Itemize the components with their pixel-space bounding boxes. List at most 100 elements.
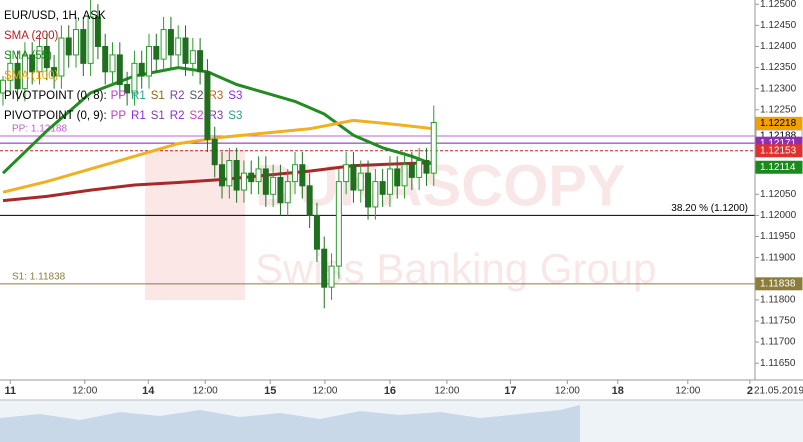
pivot-legend-item: S1	[151, 90, 165, 102]
candle-body	[365, 172, 372, 208]
x-tick-label: 17	[504, 385, 516, 397]
candle-body	[197, 50, 204, 73]
pivot-legend-item: S3	[228, 110, 242, 122]
candle-body	[182, 37, 189, 64]
pivot-legend-item: S2	[190, 90, 204, 102]
price-badge	[755, 116, 803, 130]
pivot-legend-name: PIVOTPOINT (0, 8):	[4, 90, 107, 102]
candle-body	[255, 168, 262, 183]
price-badge-label: 1.12218	[760, 118, 797, 129]
price-badge-label: 1.12188	[760, 131, 797, 142]
navigator-area	[0, 405, 580, 442]
pivot-legend-item: R2	[170, 110, 185, 122]
pivot-legend-item: S1	[151, 110, 165, 122]
candle-body	[131, 62, 138, 94]
y-tick-label: 1.12000	[760, 210, 797, 221]
candle-body	[124, 83, 131, 94]
pivot-legend-item: PP	[111, 90, 127, 102]
candle-body	[102, 45, 109, 73]
legend-entry: SMA (55)	[4, 50, 52, 62]
y-tick-label: 1.12300	[760, 83, 797, 94]
candle-body	[87, 16, 94, 64]
candle-body	[175, 37, 182, 56]
pivot-legend-item: R1	[131, 110, 146, 122]
pivot-legend-item: R3	[209, 90, 224, 102]
candle-body	[116, 54, 123, 85]
y-tick-label: 1.12050	[760, 189, 797, 200]
pivot-legend: PIVOTPOINT (0, 9): PP R1 S1 R2 S2 R3 S3	[4, 110, 242, 122]
x-tick-label: 14	[142, 385, 155, 397]
candle-body	[343, 164, 350, 183]
candle-body	[379, 181, 386, 195]
candle-body	[284, 181, 291, 204]
x-tick-label: 12:00	[72, 386, 97, 397]
watermark-subtext: Swiss Banking Group	[255, 245, 657, 292]
pivot-legend-item: S3	[228, 90, 242, 102]
candle-body	[423, 159, 430, 174]
pivot-legend-item: PP	[111, 110, 127, 122]
date-label: 21.05.2019	[754, 386, 803, 397]
y-tick-label: 1.11900	[760, 252, 796, 263]
price-badge-label: 1.12153	[760, 145, 797, 156]
candle-body	[153, 45, 160, 60]
candle-body	[248, 172, 255, 183]
legend: EUR/USD, 1H, ASK SMA (200) SMA (55) SMA (1…	[4, 10, 242, 122]
candle-body	[270, 176, 277, 195]
legend-title: EUR/USD, 1H, ASK	[4, 10, 106, 22]
candle-body	[416, 159, 423, 178]
level-label: S1: 1.11838	[12, 271, 66, 282]
candle-body	[372, 181, 379, 208]
pivot-legend-item: S2	[190, 110, 204, 122]
sma-line	[1, 66, 435, 175]
candle-body	[14, 62, 21, 90]
y-tick-label: 1.12350	[760, 62, 797, 73]
price-badge	[755, 277, 803, 291]
x-tick-label: 2	[747, 385, 753, 397]
y-tick-label: 1.12250	[760, 104, 797, 115]
x-tick-label: 16	[384, 385, 396, 397]
plot: PP: 1.12188 38.20 % (1.1200) S1: 1.11838	[0, 0, 755, 309]
candle-body	[160, 29, 167, 60]
candle-body	[73, 29, 80, 56]
candle-body	[211, 138, 218, 166]
x-tick-label: 11	[4, 385, 16, 397]
candle-body	[226, 159, 233, 187]
candle-body	[36, 45, 43, 73]
y-tick-label: 1.11750	[760, 316, 796, 327]
candle-body	[233, 159, 240, 191]
candle-body	[306, 185, 313, 216]
price-badge-label: 1.12114	[760, 162, 796, 173]
candle-body	[80, 29, 87, 64]
candle-body	[43, 45, 50, 69]
candle-body	[262, 168, 269, 195]
y-tick-label: 1.12500	[760, 0, 797, 10]
price-badge-label: 1.12171	[760, 138, 797, 149]
candle-body	[29, 54, 36, 73]
candle-body	[138, 62, 145, 77]
candle-body	[386, 168, 393, 195]
candle-body	[335, 181, 342, 267]
x-tick-label: 12:00	[434, 386, 459, 397]
candle-body	[299, 164, 306, 187]
y-tick-label: 1.11650	[760, 358, 796, 369]
candle-body	[65, 37, 72, 56]
y-tick-label: 1.11950	[760, 231, 796, 242]
candle-body	[292, 164, 299, 183]
y-tick-label: 1.11700	[760, 337, 796, 348]
x-tick-label: 12:00	[555, 386, 580, 397]
pivot-legend-name: PIVOTPOINT (0, 9):	[4, 110, 107, 122]
candle-body	[167, 29, 174, 56]
candle-body	[240, 172, 247, 191]
candle-body	[401, 164, 408, 187]
sma-line	[2, 118, 434, 194]
candle-body	[219, 164, 226, 187]
level-label: PP: 1.12188	[12, 124, 67, 135]
candle-body	[350, 164, 357, 191]
candle-body	[109, 54, 116, 73]
y-tick-label: 1.12400	[760, 41, 797, 52]
x-tick-label: 15	[264, 385, 276, 397]
y-tick-label: 1.12450	[760, 20, 797, 31]
candle-body	[189, 50, 196, 64]
candle-body	[328, 265, 335, 288]
candle-body	[94, 16, 101, 47]
